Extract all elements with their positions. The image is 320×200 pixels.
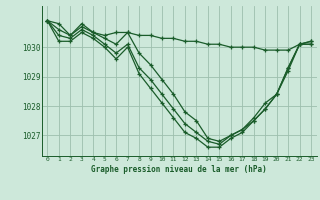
X-axis label: Graphe pression niveau de la mer (hPa): Graphe pression niveau de la mer (hPa) [91, 165, 267, 174]
